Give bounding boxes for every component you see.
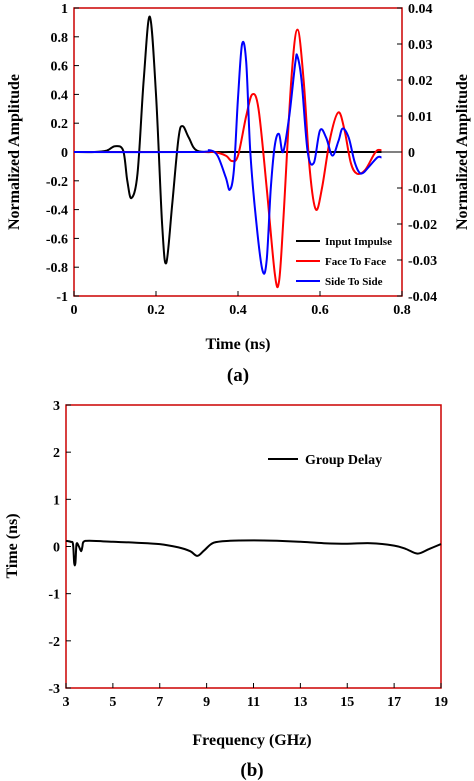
x-tick-label: 0.6 (311, 303, 329, 318)
x-tick-label: 11 (247, 695, 260, 710)
y2-tick-label: -0.02 (408, 218, 437, 233)
x-tick-label: 17 (387, 695, 401, 710)
x-tick-label: 3 (63, 695, 70, 710)
chart-a-x-ticks: 0 0.2 0.4 0.6 0.8 (71, 291, 411, 318)
y-tick-label: -1 (48, 588, 60, 603)
chart-b-series (65, 539, 442, 567)
chart-a-legend: Input Impulse Face To Face Side To Side (296, 236, 392, 288)
chart-a-series (73, 15, 382, 289)
legend-label-side-to-side: Side To Side (325, 276, 383, 288)
chart-a-panel-label: (a) (227, 365, 249, 386)
y-tick-label: -1 (56, 290, 68, 305)
chart-b-panel-label: (b) (240, 760, 263, 781)
series-line-group-delay (65, 539, 442, 567)
x-tick-label: 5 (109, 695, 116, 710)
y-tick-label: 1 (53, 493, 60, 508)
chart-a-y2-ticks: -0.04 -0.03 -0.02 -0.01 0 0.01 0.02 0.03 0.04 (397, 2, 437, 305)
series-line-side-to-side (73, 40, 382, 275)
chart-b-y-ticks: -3 -2 -1 0 1 2 3 (48, 399, 71, 697)
y2-tick-label: 0.04 (408, 2, 433, 17)
y-tick-label: -0.4 (46, 204, 68, 219)
y-tick-label: 0.4 (51, 88, 69, 103)
y-tick-label: -0.2 (46, 175, 68, 190)
y-tick-label: 0.2 (51, 117, 69, 132)
y-tick-label: 3 (53, 399, 60, 414)
y2-tick-label: 0.02 (408, 74, 433, 89)
y-tick-label: 0 (61, 146, 68, 161)
legend-label-group-delay: Group Delay (305, 453, 382, 468)
x-tick-label: 0.4 (229, 303, 247, 318)
legend-label-input-impulse: Input Impulse (325, 236, 392, 248)
chart-a-y-ticks: -1 -0.8 -0.6 -0.4 -0.2 0 0.2 0.4 0.6 0.8 1 (46, 2, 79, 305)
chart-a-y-label: Normalized Amplitude (6, 74, 23, 230)
y-tick-label: 2 (53, 446, 60, 461)
y-tick-label: -0.8 (46, 261, 68, 276)
chart-a-x-label: Time (ns) (205, 336, 270, 353)
x-tick-label: 19 (434, 695, 448, 710)
chart-b-x-ticks: 3 5 7 9 11 13 15 17 19 (63, 683, 448, 710)
x-tick-label: 0.2 (147, 303, 165, 318)
y-tick-label: -2 (48, 635, 60, 650)
y-tick-label: -3 (48, 682, 60, 697)
y-tick-label: 0.8 (51, 31, 69, 46)
legend-label-face-to-face: Face To Face (325, 256, 386, 268)
chart-a: 0 0.2 0.4 0.6 0.8 -1-0.8-0.6-0.4-0.200.20.40… (6, 2, 471, 386)
chart-b-plot-area (65, 404, 442, 689)
chart-b-legend: Group Delay (268, 453, 382, 468)
y-tick-label: 1 (61, 2, 68, 17)
y2-tick-label: 0.01 (408, 110, 433, 125)
x-tick-label: 13 (293, 695, 307, 710)
y-tick-label: 0 (53, 541, 60, 556)
x-tick-label: 15 (340, 695, 354, 710)
chart-b: 3 5 7 9 11 13 15 17 19 -3 -2 -1 0 1 2 3 Frequency (GHz… (4, 399, 448, 781)
y-tick-label: -0.6 (46, 232, 68, 247)
x-tick-label: 0.8 (393, 303, 411, 318)
y2-tick-label: -0.04 (408, 290, 437, 305)
chart-a-y2-label: Normalized Amplitude (454, 74, 471, 230)
y2-tick-label: 0 (408, 146, 415, 161)
y2-tick-label: -0.01 (408, 182, 437, 197)
x-tick-label: 9 (203, 695, 210, 710)
x-tick-label: 0 (71, 303, 78, 318)
chart-b-y-label: Time (ns) (4, 513, 21, 578)
y2-tick-label: 0.03 (408, 38, 433, 53)
x-tick-label: 7 (156, 695, 163, 710)
y-tick-label: 0.6 (51, 60, 69, 75)
y2-tick-label: -0.03 (408, 254, 437, 269)
chart-b-x-label: Frequency (GHz) (192, 732, 311, 749)
